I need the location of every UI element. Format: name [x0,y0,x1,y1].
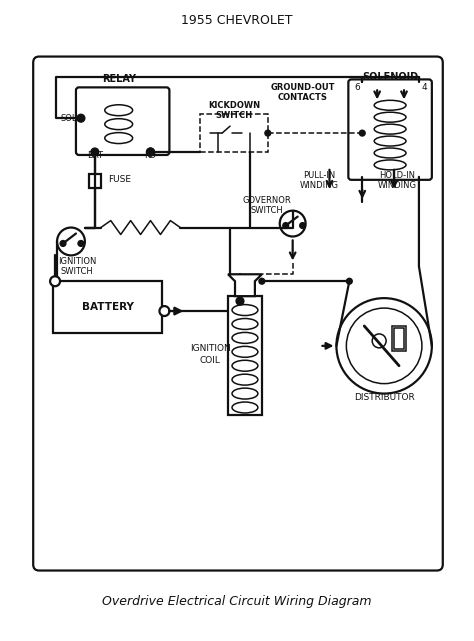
Circle shape [78,241,83,246]
Circle shape [91,149,98,156]
Ellipse shape [374,136,406,146]
Ellipse shape [374,124,406,134]
Circle shape [159,306,169,316]
Text: SWITCH: SWITCH [61,267,93,276]
Circle shape [57,228,85,255]
Ellipse shape [374,148,406,158]
Text: 6: 6 [355,83,360,92]
Text: IGNITION: IGNITION [190,344,230,353]
Ellipse shape [232,333,258,344]
Circle shape [280,211,306,237]
Text: SOLENOID: SOLENOID [362,72,418,83]
Ellipse shape [232,304,258,315]
Text: COIL: COIL [200,356,220,365]
Ellipse shape [374,100,406,110]
Text: FUSE: FUSE [108,176,131,185]
Text: HOLD-IN: HOLD-IN [379,171,415,180]
Ellipse shape [232,360,258,371]
Circle shape [50,276,60,286]
Text: PULL-IN: PULL-IN [303,171,336,180]
Bar [228,296,262,415]
Circle shape [265,131,270,136]
Text: Overdrive Electrical Circuit Wiring Diagram: Overdrive Electrical Circuit Wiring Diag… [102,595,372,608]
Bar [394,328,404,349]
Circle shape [347,279,352,284]
Text: DISTRIBUTOR: DISTRIBUTOR [354,393,414,402]
Circle shape [237,297,244,304]
Circle shape [283,223,288,228]
Text: KICKDOWN: KICKDOWN [208,101,260,110]
Bar [392,326,406,351]
Ellipse shape [232,388,258,399]
Circle shape [337,298,432,394]
Bar [89,174,101,188]
Text: 4: 4 [421,83,427,92]
Text: 1955 CHEVROLET: 1955 CHEVROLET [181,14,293,28]
Ellipse shape [232,346,258,357]
Text: IGNITION: IGNITION [58,257,96,266]
Text: BATTERY: BATTERY [82,302,134,312]
FancyBboxPatch shape [33,56,443,570]
Ellipse shape [374,112,406,122]
Text: GROUND-OUT: GROUND-OUT [270,83,335,92]
Ellipse shape [232,402,258,413]
Ellipse shape [232,319,258,329]
Text: SOL: SOL [61,113,77,122]
FancyBboxPatch shape [76,87,169,155]
Ellipse shape [105,104,133,116]
Circle shape [147,149,154,156]
Circle shape [147,149,154,156]
Text: RELAY: RELAY [102,74,136,85]
Circle shape [346,308,422,383]
FancyBboxPatch shape [348,79,432,180]
Circle shape [360,131,365,136]
Ellipse shape [232,374,258,385]
Text: CONTACTS: CONTACTS [278,93,328,102]
Text: BAT: BAT [87,151,103,160]
Circle shape [300,223,305,228]
Circle shape [61,241,65,246]
Polygon shape [228,274,262,296]
Circle shape [259,279,264,284]
Circle shape [372,334,386,348]
Ellipse shape [105,119,133,129]
FancyBboxPatch shape [200,114,268,152]
Ellipse shape [105,133,133,144]
Text: WINDING: WINDING [300,181,339,190]
Circle shape [77,115,84,122]
Ellipse shape [374,160,406,170]
Text: GOVERNOR: GOVERNOR [242,196,291,205]
Text: WINDING: WINDING [378,181,417,190]
Bar [53,281,163,333]
Text: SWITCH: SWITCH [250,206,283,215]
Text: KD: KD [145,151,156,160]
Text: SWITCH: SWITCH [216,111,253,120]
